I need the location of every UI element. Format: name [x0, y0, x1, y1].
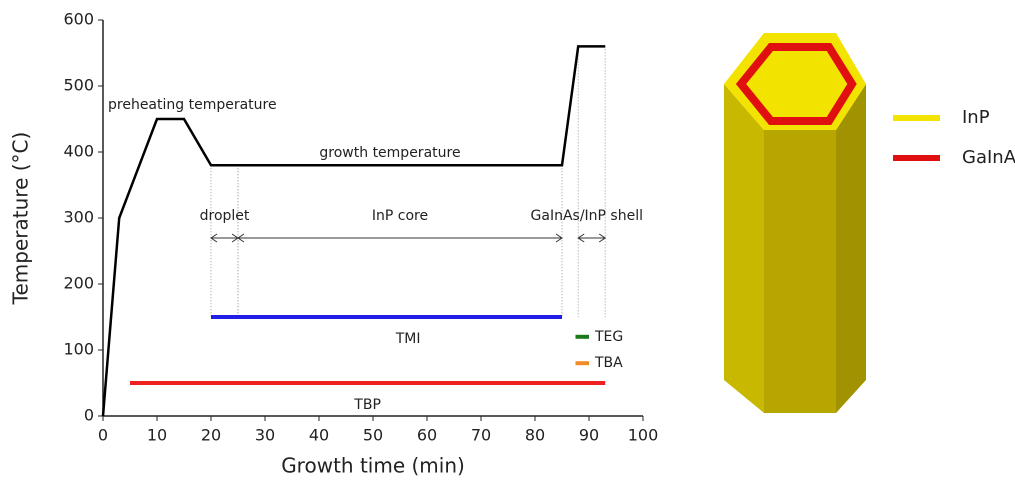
y-tick-label: 600	[63, 10, 94, 29]
y-tick-label: 300	[63, 208, 94, 227]
series-label: TBA	[594, 355, 623, 371]
x-tick-label: 10	[147, 426, 167, 445]
y-tick-label: 400	[63, 142, 94, 161]
x-tick-label: 20	[201, 426, 221, 445]
x-tick-label: 70	[471, 426, 491, 445]
x-axis-label: Growth time (min)	[281, 454, 465, 478]
span-arrow	[578, 234, 605, 242]
annotation: growth temperature	[319, 145, 460, 161]
y-axis-label: Temperature (°C)	[9, 132, 33, 306]
span-arrow	[211, 234, 238, 242]
prism-face	[764, 130, 836, 413]
x-tick-label: 50	[363, 426, 383, 445]
annotation: preheating temperature	[108, 97, 277, 113]
span-label: droplet	[200, 208, 250, 224]
series-label: TEG	[594, 329, 623, 345]
nanowire	[724, 33, 866, 413]
span-label: InP core	[372, 208, 428, 224]
legend-label: GaInAs	[962, 147, 1015, 168]
y-tick-label: 200	[63, 274, 94, 293]
prism-face	[724, 84, 764, 413]
y-tick-label: 100	[63, 340, 94, 359]
y-tick-label: 0	[84, 406, 94, 425]
x-tick-label: 100	[628, 426, 659, 445]
prism-face	[836, 84, 866, 413]
series-label: TMI	[395, 331, 421, 347]
x-tick-label: 90	[579, 426, 599, 445]
x-tick-label: 0	[98, 426, 108, 445]
legend-label: InP	[962, 107, 990, 128]
x-tick-label: 30	[255, 426, 275, 445]
y-tick-label: 500	[63, 76, 94, 95]
x-tick-label: 40	[309, 426, 329, 445]
span-arrow	[238, 234, 562, 242]
span-label: GaInAs/InP shell	[531, 208, 643, 224]
series-label: TBP	[353, 397, 381, 413]
x-tick-label: 60	[417, 426, 437, 445]
figure: Growth time (min) Temperature (°C) prehe…	[0, 0, 1015, 485]
x-tick-label: 80	[525, 426, 545, 445]
